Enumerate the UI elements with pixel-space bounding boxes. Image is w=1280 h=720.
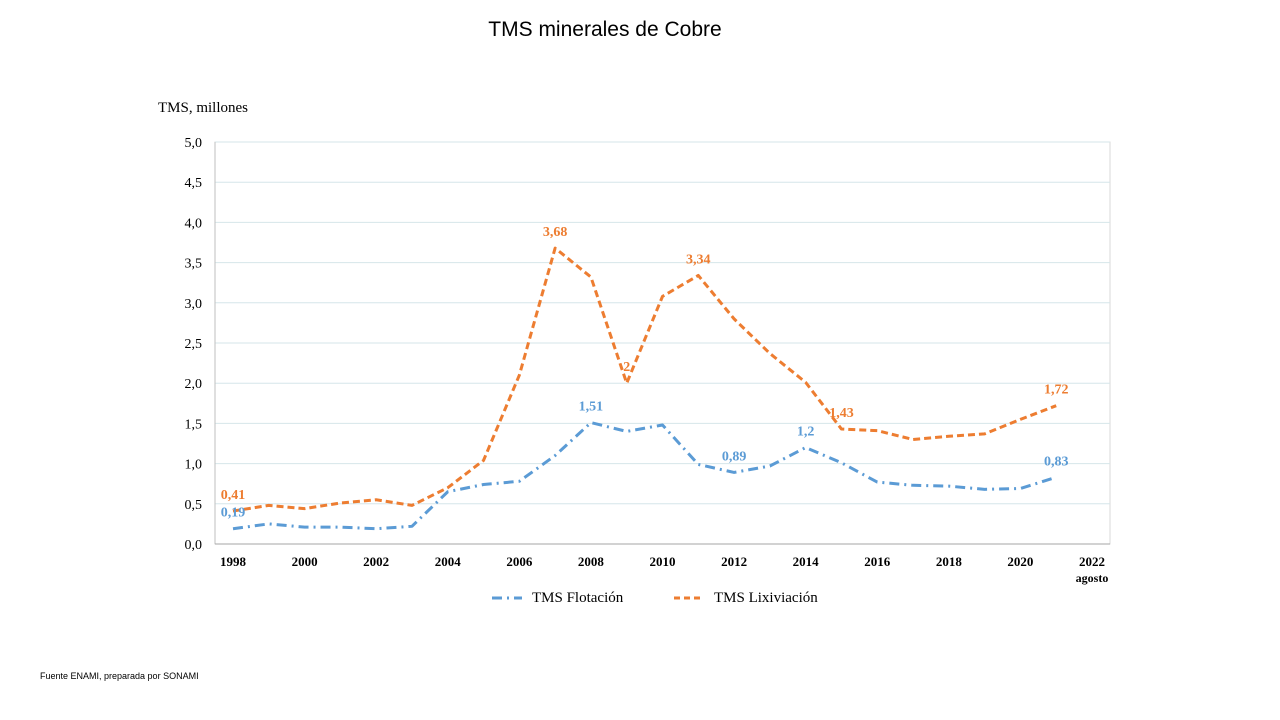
legend-item-flotacion: TMS Flotación <box>490 588 623 608</box>
data-label: 0,89 <box>722 449 747 464</box>
x-tick-label: 2012 <box>721 554 747 569</box>
data-label: 3,34 <box>686 252 711 267</box>
data-label: 0,83 <box>1044 454 1069 469</box>
y-tick-label: 3,0 <box>185 297 203 312</box>
x-tick-label: 2016 <box>864 554 891 569</box>
y-tick-label: 3,5 <box>185 257 203 272</box>
legend-swatch-lixiviacion <box>674 596 704 600</box>
y-tick-label: 0,5 <box>185 498 203 513</box>
data-label: 1,2 <box>797 425 815 440</box>
y-axis-label: TMS, millones <box>158 100 249 116</box>
legend-label-flotacion: TMS Flotación <box>532 589 624 606</box>
x-tick-label: 2022 <box>1079 554 1105 569</box>
x-tick-label: 2020 <box>1007 554 1033 569</box>
x-tick-label: 2008 <box>578 554 605 569</box>
y-tick-label: 5,0 <box>185 136 203 151</box>
data-label: 1,51 <box>579 400 604 415</box>
data-label: 0,19 <box>221 506 246 521</box>
x-tick-label: 1998 <box>220 554 247 569</box>
x-tick-label: 2014 <box>793 554 820 569</box>
series-line-flotacion <box>232 421 1057 531</box>
data-label: 3,68 <box>543 225 568 240</box>
chart-title: TMS minerales de Cobre <box>488 18 722 41</box>
x-tick-label: 2010 <box>650 554 676 569</box>
y-tick-label: 2,5 <box>185 337 203 352</box>
y-tick-label: 1,0 <box>185 458 203 473</box>
x-tick-label: 2000 <box>292 554 318 569</box>
y-tick-label: 1,5 <box>185 417 203 432</box>
series-line-lixiviacion <box>232 246 1057 513</box>
x-tick-label: 2006 <box>506 554 533 569</box>
data-label: 0,41 <box>221 488 246 503</box>
x-tick-sublabel: agosto <box>1076 571 1109 585</box>
data-label: 1,43 <box>829 406 854 421</box>
legend-item-lixiviacion: TMS Lixiviación <box>672 588 818 608</box>
data-label: 1,72 <box>1044 383 1069 398</box>
x-tick-label: 2004 <box>435 554 462 569</box>
data-label: 2 <box>623 360 630 375</box>
y-tick-label: 4,0 <box>185 216 203 231</box>
legend-label-lixiviacion: TMS Lixiviación <box>714 589 818 606</box>
y-tick-label: 2,0 <box>185 377 203 392</box>
x-tick-label: 2002 <box>363 554 389 569</box>
x-tick-label: 2018 <box>936 554 963 569</box>
legend-swatch-flotacion <box>492 596 522 600</box>
source-note: Fuente ENAMI, preparada por SONAMI <box>40 671 199 681</box>
y-tick-label: 0,0 <box>185 538 203 553</box>
y-tick-label: 4,5 <box>185 176 203 191</box>
